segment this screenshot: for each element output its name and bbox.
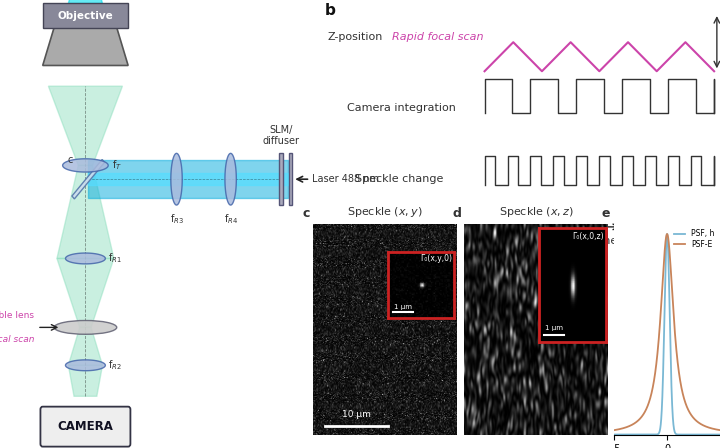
PSF, h	[616, 432, 625, 437]
Ellipse shape	[54, 320, 117, 334]
Polygon shape	[68, 365, 102, 396]
PSF, h	[652, 432, 660, 437]
Text: f$_{R1}$: f$_{R1}$	[108, 252, 122, 265]
PSF, h	[662, 231, 671, 237]
Text: Z-position: Z-position	[328, 32, 383, 42]
Text: → Rapid focal scan: → Rapid focal scan	[0, 335, 34, 344]
PSF, h	[698, 432, 706, 437]
Text: 1 μm: 1 μm	[545, 326, 563, 332]
Text: SLM/
diffuser: SLM/ diffuser	[263, 125, 300, 146]
Polygon shape	[48, 86, 122, 165]
PSF-E	[662, 231, 671, 237]
Text: f$_T$: f$_T$	[112, 159, 122, 172]
Legend: PSF, h, PSF-E: PSF, h, PSF-E	[672, 228, 716, 250]
PSF, h	[605, 432, 613, 437]
Polygon shape	[66, 360, 105, 370]
Text: Laser 488 nm: Laser 488 nm	[312, 174, 379, 184]
PSF-E	[652, 364, 660, 370]
Text: Camera integration: Camera integration	[347, 103, 456, 113]
Text: 10 μm: 10 μm	[342, 410, 371, 419]
Polygon shape	[225, 153, 236, 205]
Text: f$_{R4}$: f$_{R4}$	[223, 212, 238, 226]
PSF-E	[656, 318, 665, 323]
Polygon shape	[57, 165, 114, 258]
FancyBboxPatch shape	[40, 407, 130, 447]
Bar	[279, 153, 283, 205]
PSF, h	[696, 432, 704, 437]
PSF-E	[698, 422, 706, 427]
Text: e: e	[601, 207, 610, 220]
Polygon shape	[42, 28, 128, 65]
Text: Rapid focal scan: Rapid focal scan	[392, 32, 484, 42]
Text: c: c	[303, 207, 310, 220]
PSF-E	[605, 428, 613, 434]
Text: d: d	[453, 207, 462, 220]
PSF, h	[656, 426, 665, 431]
Text: Γ₀(x,0,z): Γ₀(x,0,z)	[572, 232, 603, 241]
Polygon shape	[66, 253, 105, 264]
PSF, h	[685, 432, 693, 437]
Text: Time: Time	[590, 237, 617, 246]
Text: Speckle change: Speckle change	[355, 174, 444, 185]
Text: Γ₀(x,y,0): Γ₀(x,y,0)	[420, 254, 452, 263]
Bar	[42, 4, 128, 28]
Polygon shape	[57, 258, 114, 327]
Text: 1 μm: 1 μm	[394, 304, 412, 310]
Polygon shape	[68, 0, 102, 4]
Polygon shape	[171, 153, 182, 205]
Bar	[289, 153, 292, 205]
Text: Speckle $(x,y)$: Speckle $(x,y)$	[347, 205, 423, 219]
Polygon shape	[63, 159, 108, 172]
Text: CAMERA: CAMERA	[58, 420, 113, 433]
Polygon shape	[72, 159, 104, 199]
Line: PSF-E: PSF-E	[609, 234, 720, 431]
Text: Speckle $(x,z)$: Speckle $(x,z)$	[499, 205, 574, 219]
Text: c: c	[67, 155, 73, 165]
Text: Objective: Objective	[58, 10, 113, 21]
PSF-E	[616, 426, 625, 431]
Polygon shape	[68, 327, 102, 365]
Text: f$_{R3}$: f$_{R3}$	[169, 212, 184, 226]
Line: PSF, h: PSF, h	[609, 234, 720, 435]
Text: b: b	[325, 3, 336, 17]
Text: f$_{R2}$: f$_{R2}$	[108, 358, 122, 372]
Text: Electrically tunable lens: Electrically tunable lens	[0, 311, 34, 320]
PSF-E	[696, 421, 704, 426]
PSF-E	[685, 409, 693, 414]
